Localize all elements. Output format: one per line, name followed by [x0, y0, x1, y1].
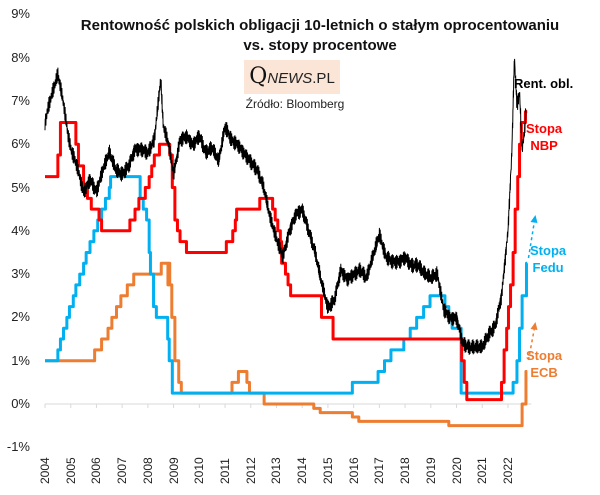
- chart-title: Rentowność polskich obligacji 10-letnich…: [80, 17, 560, 34]
- x-tick-label: 2007: [115, 457, 130, 484]
- y-tick-label: 0%: [11, 396, 30, 411]
- fed-forecast-arrow: [527, 220, 536, 259]
- series-label-nbp: Stopa NBP: [526, 120, 562, 154]
- x-tick-label: 2010: [192, 457, 207, 484]
- series-label-ecb: Stopa ECB: [526, 347, 562, 381]
- series-label-line: Stopa: [526, 121, 563, 136]
- y-tick-label: 3%: [11, 266, 30, 282]
- y-tick-label: 9%: [11, 6, 30, 22]
- series-label-line: ECB: [530, 365, 558, 380]
- logo-q: Q: [249, 64, 268, 89]
- y-tick-label: 2%: [11, 309, 30, 325]
- x-tick-label: 2019: [423, 457, 438, 484]
- logo-news: NEWS: [267, 70, 313, 87]
- x-tick-label: 2015: [320, 457, 335, 484]
- x-tick-label: 2009: [166, 457, 181, 484]
- x-tick-label: 2004: [38, 457, 52, 484]
- x-tick-label: 2005: [63, 457, 78, 484]
- fed-forecast-arrow-head: [530, 215, 538, 223]
- y-tick-label: 8%: [11, 49, 30, 65]
- series-label-line: Rent. obl.: [514, 76, 574, 91]
- series-label-line: Fedu: [532, 260, 564, 275]
- x-tick-label: 2017: [372, 457, 387, 484]
- ecb-forecast-arrow-head: [530, 322, 538, 330]
- y-tick-label: 1%: [11, 352, 30, 368]
- y-tick-label: 6%: [11, 136, 30, 152]
- x-tick-label: 2013: [269, 457, 284, 484]
- x-tick-label: 2011: [218, 458, 233, 484]
- series-label-line: NBP: [530, 138, 558, 153]
- y-tick-label: 7%: [11, 92, 30, 108]
- x-tick-label: 2016: [346, 457, 361, 484]
- x-tick-label: 2008: [140, 457, 155, 484]
- logo-pl: .PL: [312, 70, 335, 87]
- x-tick-label: 2012: [243, 457, 258, 484]
- x-tick-label: 2020: [449, 457, 464, 484]
- y-tick-label: 5%: [11, 179, 30, 195]
- series-label-line: Stopa: [530, 243, 567, 258]
- series-line-yield: [44, 58, 527, 355]
- series-line-ecb: [45, 261, 528, 428]
- x-tick-label: 2014: [295, 457, 310, 484]
- series-line-nbp: [45, 110, 528, 402]
- source-note: Źródło: Bloomberg: [245, 97, 345, 111]
- series-line-fed: [45, 175, 528, 395]
- series-label-fed: Stopa Fedu: [530, 242, 566, 276]
- x-tick-label: 2022: [500, 457, 515, 484]
- qnews-logo: QNEWS.PL: [244, 60, 340, 94]
- y-tick-label: 4%: [11, 222, 30, 238]
- chart-subtitle: vs. stopy procentowe: [243, 37, 397, 54]
- x-tick-label: 2018: [398, 457, 413, 484]
- x-tick-label: 2021: [475, 457, 490, 484]
- series-label-line: Stopa: [526, 348, 563, 363]
- series-label-yield: Rent. obl.: [514, 75, 573, 92]
- y-tick-label: -1%: [6, 439, 30, 455]
- x-tick-label: 2006: [89, 457, 104, 484]
